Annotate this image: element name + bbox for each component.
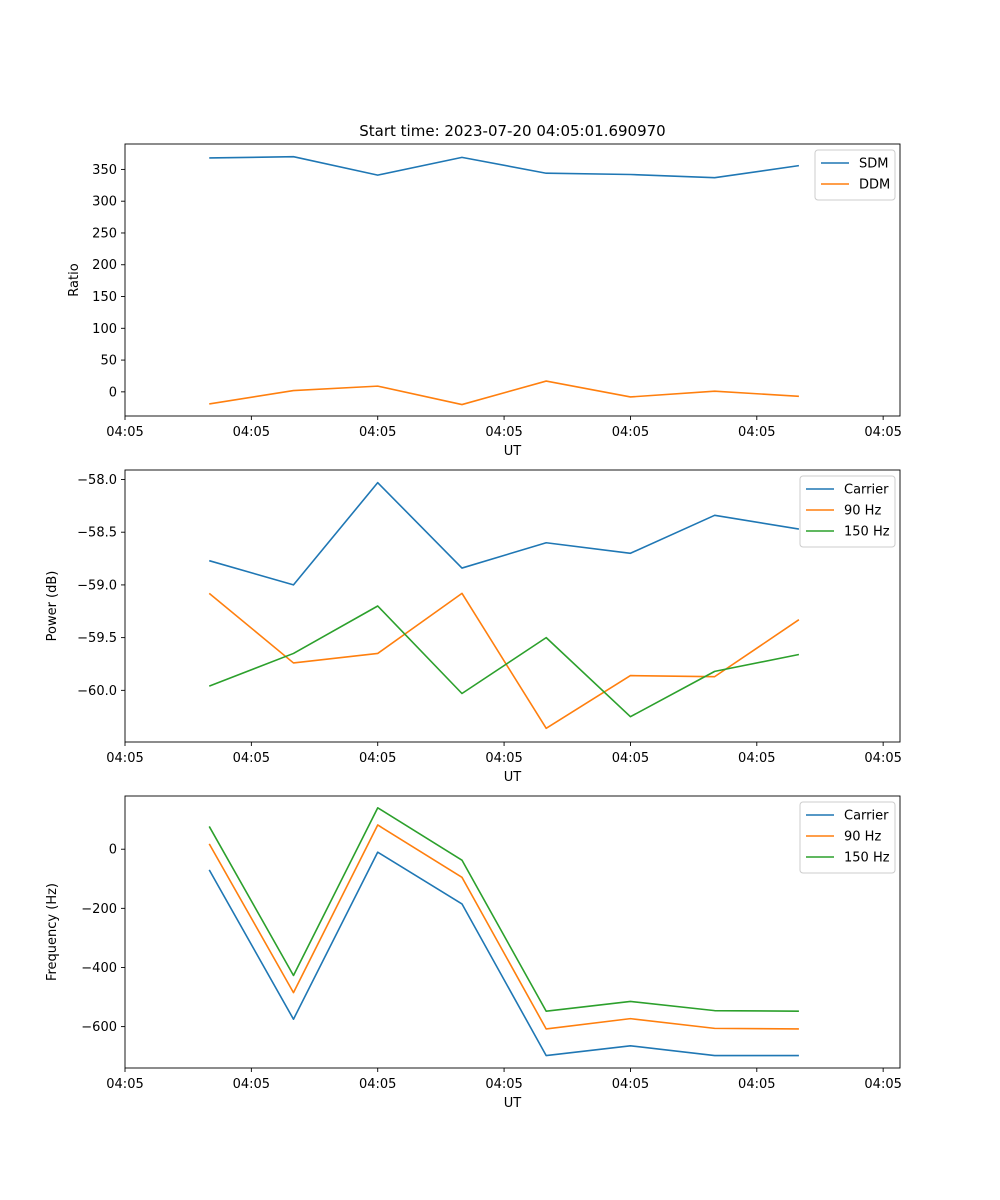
- legend-label: 90 Hz: [844, 504, 881, 519]
- x-tick-label: 04:05: [359, 751, 396, 766]
- y-tick-label: 300: [92, 195, 117, 210]
- legend-label: 150 Hz: [844, 525, 890, 540]
- y-tick-label: −200: [81, 902, 117, 917]
- x-tick-label: 04:05: [612, 425, 649, 440]
- x-axis-label: UT: [504, 444, 522, 459]
- x-axis-label: UT: [504, 1096, 522, 1111]
- x-tick-label: 04:05: [106, 1077, 143, 1092]
- x-tick-label: 04:05: [106, 751, 143, 766]
- x-tick-label: 04:05: [233, 1077, 270, 1092]
- x-tick-label: 04:05: [359, 1077, 396, 1092]
- y-tick-label: 250: [92, 226, 117, 241]
- x-tick-label: 04:05: [233, 425, 270, 440]
- y-tick-label: −600: [81, 1020, 117, 1035]
- x-tick-label: 04:05: [485, 1077, 522, 1092]
- series-line-ddm: [209, 380, 799, 406]
- legend-label: Carrier: [844, 809, 889, 824]
- legend-label: Carrier: [844, 483, 889, 498]
- series-line-150-hz: [208, 605, 800, 718]
- x-tick-label: 04:05: [612, 1077, 649, 1092]
- x-tick-label: 04:05: [864, 751, 901, 766]
- y-tick-label: 0: [109, 843, 117, 858]
- legend-box: [799, 475, 896, 548]
- legend-box: [799, 801, 896, 874]
- y-tick-label: −58.5: [77, 526, 117, 541]
- series-line-carrier: [208, 851, 799, 1057]
- legend-label: DDM: [859, 178, 890, 193]
- y-tick-label: 0: [109, 385, 117, 400]
- x-tick-label: 04:05: [106, 425, 143, 440]
- series-line-carrier: [209, 481, 800, 586]
- x-tick-label: 04:05: [864, 425, 901, 440]
- y-tick-label: 150: [92, 290, 117, 305]
- plot-frame-1: [124, 143, 901, 417]
- x-tick-label: 04:05: [738, 751, 775, 766]
- series-line-90-hz: [208, 592, 800, 730]
- y-axis-label: Ratio: [67, 263, 82, 296]
- y-tick-label: −58.0: [77, 473, 117, 488]
- series-line-90-hz: [208, 824, 799, 1030]
- x-tick-label: 04:05: [738, 1077, 775, 1092]
- series-line-150-hz: [208, 807, 799, 1013]
- y-axis-label: Frequency (Hz): [45, 883, 60, 981]
- plot-frame-2: [124, 469, 901, 743]
- y-tick-label: −60.0: [77, 684, 117, 699]
- y-tick-label: 100: [92, 322, 117, 337]
- y-tick-label: −400: [81, 961, 117, 976]
- x-tick-label: 04:05: [612, 751, 649, 766]
- y-axis-label: Power (dB): [45, 571, 60, 642]
- x-tick-label: 04:05: [233, 751, 270, 766]
- y-tick-label: 350: [92, 163, 117, 178]
- y-tick-label: 200: [92, 258, 117, 273]
- x-tick-label: 04:05: [359, 425, 396, 440]
- x-axis-label: UT: [504, 770, 522, 785]
- x-tick-label: 04:05: [864, 1077, 901, 1092]
- legend-label: 150 Hz: [844, 851, 890, 866]
- chart-title: Start time: 2023-07-20 04:05:01.690970: [359, 122, 665, 140]
- y-tick-label: −59.5: [77, 631, 117, 646]
- y-tick-label: 50: [100, 354, 117, 369]
- y-tick-label: −59.0: [77, 578, 117, 593]
- x-tick-label: 04:05: [485, 751, 522, 766]
- series-line-sdm: [209, 155, 800, 179]
- legend-label: 90 Hz: [844, 830, 881, 845]
- plot-frame-3: [124, 795, 901, 1069]
- legend-label: SDM: [859, 157, 888, 172]
- x-tick-label: 04:05: [485, 425, 522, 440]
- x-tick-label: 04:05: [738, 425, 775, 440]
